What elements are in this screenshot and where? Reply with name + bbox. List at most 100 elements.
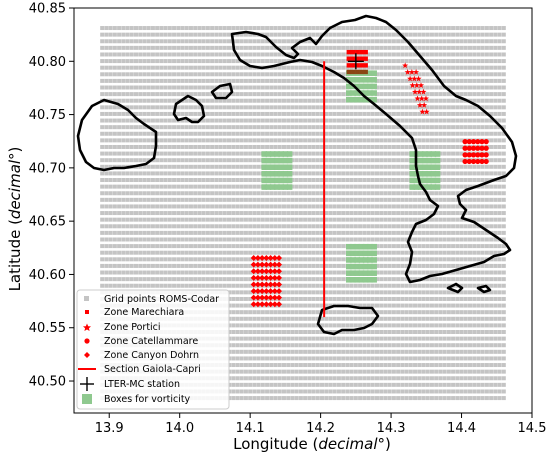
grid-point — [129, 283, 134, 288]
grid-point — [150, 211, 155, 216]
grid-point — [446, 138, 451, 143]
grid-point — [463, 59, 468, 64]
grid-point — [112, 144, 117, 149]
grid-point — [210, 72, 215, 77]
grid-point — [281, 230, 286, 235]
grid-point — [446, 98, 451, 103]
grid-point — [336, 296, 341, 301]
grid-point — [205, 65, 210, 70]
grid-point — [176, 158, 181, 163]
grid-point — [408, 336, 413, 341]
grid-point — [446, 197, 451, 202]
grid-point — [210, 144, 215, 149]
grid-point — [324, 111, 329, 116]
grid-point — [163, 191, 168, 196]
grid-point — [159, 178, 164, 183]
grid-point — [265, 356, 270, 361]
grid-point — [379, 164, 384, 169]
grid-point — [193, 197, 198, 202]
grid-point — [256, 164, 261, 169]
grid-point — [328, 323, 333, 328]
grid-point — [438, 105, 443, 110]
grid-point — [252, 144, 257, 149]
grid-point — [239, 45, 244, 50]
grid-point — [383, 158, 388, 163]
grid-point — [408, 356, 413, 361]
grid-point — [442, 105, 447, 110]
grid-point — [188, 197, 193, 202]
grid-point — [112, 184, 117, 189]
grid-point — [172, 211, 177, 216]
grid-point — [451, 197, 456, 202]
grid-point — [315, 356, 320, 361]
grid-point — [188, 204, 193, 209]
grid-point — [155, 283, 160, 288]
grid-point — [277, 396, 282, 401]
grid-point — [184, 144, 189, 149]
grid-point — [467, 191, 472, 196]
grid-point — [413, 26, 418, 31]
grid-point — [290, 376, 295, 381]
grid-point — [108, 72, 113, 77]
grid-point — [383, 98, 388, 103]
grid-point — [303, 98, 308, 103]
grid-point — [104, 257, 109, 262]
grid-point — [396, 197, 401, 202]
grid-point — [235, 151, 240, 156]
grid-point — [231, 310, 236, 315]
grid-point — [201, 270, 206, 275]
grid-point — [379, 237, 384, 242]
grid-point — [332, 131, 337, 136]
grid-point — [252, 111, 257, 116]
grid-point — [281, 257, 286, 262]
grid-point — [374, 138, 379, 143]
grid-point — [235, 310, 240, 315]
grid-point — [396, 323, 401, 328]
grid-point — [345, 296, 350, 301]
grid-point — [374, 376, 379, 381]
grid-point — [167, 39, 172, 44]
grid-point — [256, 244, 261, 249]
grid-point — [197, 217, 202, 222]
grid-point — [307, 336, 312, 341]
grid-point — [476, 376, 481, 381]
grid-point — [294, 111, 299, 116]
grid-point — [298, 323, 303, 328]
grid-point — [108, 184, 113, 189]
grid-point — [349, 310, 354, 315]
grid-point — [328, 197, 333, 202]
grid-point — [290, 263, 295, 268]
grid-point — [366, 164, 371, 169]
grid-point — [273, 125, 278, 130]
grid-point — [446, 65, 451, 70]
grid-point — [336, 191, 341, 196]
grid-point — [374, 283, 379, 288]
grid-point — [442, 283, 447, 288]
grid-point — [298, 356, 303, 361]
grid-point — [442, 178, 447, 183]
grid-point — [455, 376, 460, 381]
grid-point — [328, 72, 333, 77]
grid-point — [193, 92, 198, 97]
grid-point — [349, 111, 354, 116]
grid-point — [455, 26, 460, 31]
grid-point — [243, 164, 248, 169]
grid-point — [290, 349, 295, 354]
grid-point — [413, 363, 418, 368]
grid-point — [260, 330, 265, 334]
grid-point — [345, 211, 350, 216]
grid-point — [451, 316, 456, 321]
grid-point — [320, 178, 325, 183]
grid-point — [429, 85, 434, 90]
grid-point — [231, 257, 236, 262]
grid-point — [218, 138, 223, 143]
grid-point — [197, 52, 202, 57]
grid-point — [281, 376, 286, 381]
grid-point — [134, 105, 139, 110]
grid-point — [353, 343, 358, 348]
grid-point — [387, 78, 392, 83]
grid-point — [379, 52, 384, 57]
grid-point — [417, 125, 422, 130]
grid-point — [298, 105, 303, 110]
grid-point — [353, 323, 358, 328]
